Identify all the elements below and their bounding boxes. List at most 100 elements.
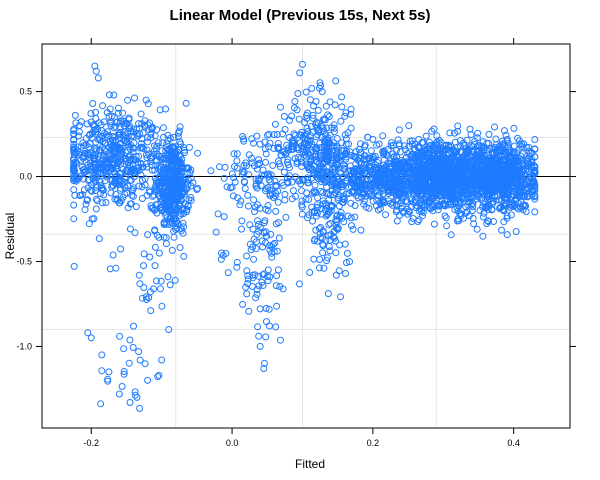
data-point (482, 168, 490, 175)
data-point (97, 400, 105, 408)
data-point (265, 322, 273, 330)
data-point (249, 283, 256, 290)
data-point (332, 186, 340, 194)
data-point (282, 213, 290, 221)
data-point (390, 153, 398, 161)
data-point (295, 280, 303, 288)
data-point (144, 231, 152, 239)
data-point (141, 360, 149, 368)
data-point (97, 181, 105, 189)
data-point (256, 305, 264, 313)
data-point (86, 176, 93, 184)
data-point (120, 368, 128, 375)
data-point (108, 112, 116, 120)
data-point (272, 282, 280, 290)
data-point (338, 93, 346, 101)
data-point (395, 142, 403, 150)
data-point (238, 217, 246, 225)
data-point (80, 186, 88, 194)
data-point (92, 67, 100, 75)
data-point (286, 116, 293, 124)
data-point (314, 203, 321, 211)
data-point (354, 168, 362, 176)
data-point (425, 156, 433, 164)
data-point (72, 173, 80, 181)
data-point (129, 344, 137, 351)
data-point (100, 118, 108, 126)
data-point (255, 221, 262, 228)
data-point (222, 250, 230, 257)
data-point (315, 264, 323, 272)
data-point (98, 367, 106, 375)
data-point (84, 329, 92, 337)
data-point (125, 114, 133, 122)
data-point (474, 129, 482, 137)
data-point (322, 212, 330, 220)
data-point (312, 121, 320, 128)
data-point (315, 126, 323, 134)
data-point (127, 176, 135, 184)
data-point (380, 151, 388, 159)
data-point (367, 188, 375, 196)
data-point (131, 94, 138, 102)
data-point (320, 264, 328, 272)
data-point (175, 127, 183, 135)
data-point (262, 150, 270, 158)
data-point (433, 185, 441, 193)
data-point (310, 188, 318, 196)
data-point (436, 202, 444, 210)
data-point (179, 206, 187, 214)
data-point (94, 74, 102, 82)
data-point (485, 139, 492, 147)
data-point (500, 218, 508, 226)
data-point (261, 359, 268, 367)
data-point (81, 150, 89, 158)
data-point (323, 144, 331, 152)
data-point (308, 165, 316, 173)
data-point (131, 391, 139, 399)
data-point (339, 199, 347, 206)
data-point (479, 213, 487, 221)
data-point (109, 148, 117, 155)
data-point (391, 176, 399, 184)
data-point (326, 191, 334, 199)
data-point (462, 170, 470, 178)
data-point (301, 118, 308, 126)
data-point (422, 132, 430, 140)
data-point (520, 202, 528, 210)
data-point (299, 148, 307, 156)
data-point (329, 178, 337, 186)
data-point (126, 225, 134, 233)
data-point (251, 203, 259, 211)
data-point (491, 182, 499, 189)
data-point (370, 154, 378, 162)
data-point (297, 158, 305, 166)
data-point (122, 155, 130, 163)
data-point (312, 226, 320, 234)
data-point (374, 174, 382, 181)
data-point (346, 258, 353, 266)
data-point (419, 152, 427, 160)
data-point (155, 371, 163, 379)
data-point (182, 99, 190, 107)
data-point (140, 250, 148, 258)
data-point (148, 125, 156, 133)
data-point (175, 172, 183, 180)
data-point (524, 193, 532, 201)
data-point (142, 96, 150, 104)
data-point (138, 294, 146, 302)
data-point (337, 117, 345, 125)
data-point (349, 179, 357, 187)
data-point (283, 174, 291, 182)
data-point (335, 202, 343, 210)
data-point (98, 127, 106, 135)
data-point (140, 262, 147, 270)
data-point (216, 163, 223, 171)
data-point (351, 175, 359, 183)
data-point (454, 127, 462, 135)
data-point (365, 163, 373, 171)
data-point (121, 152, 129, 160)
data-point (412, 168, 419, 176)
data-point (104, 377, 112, 385)
